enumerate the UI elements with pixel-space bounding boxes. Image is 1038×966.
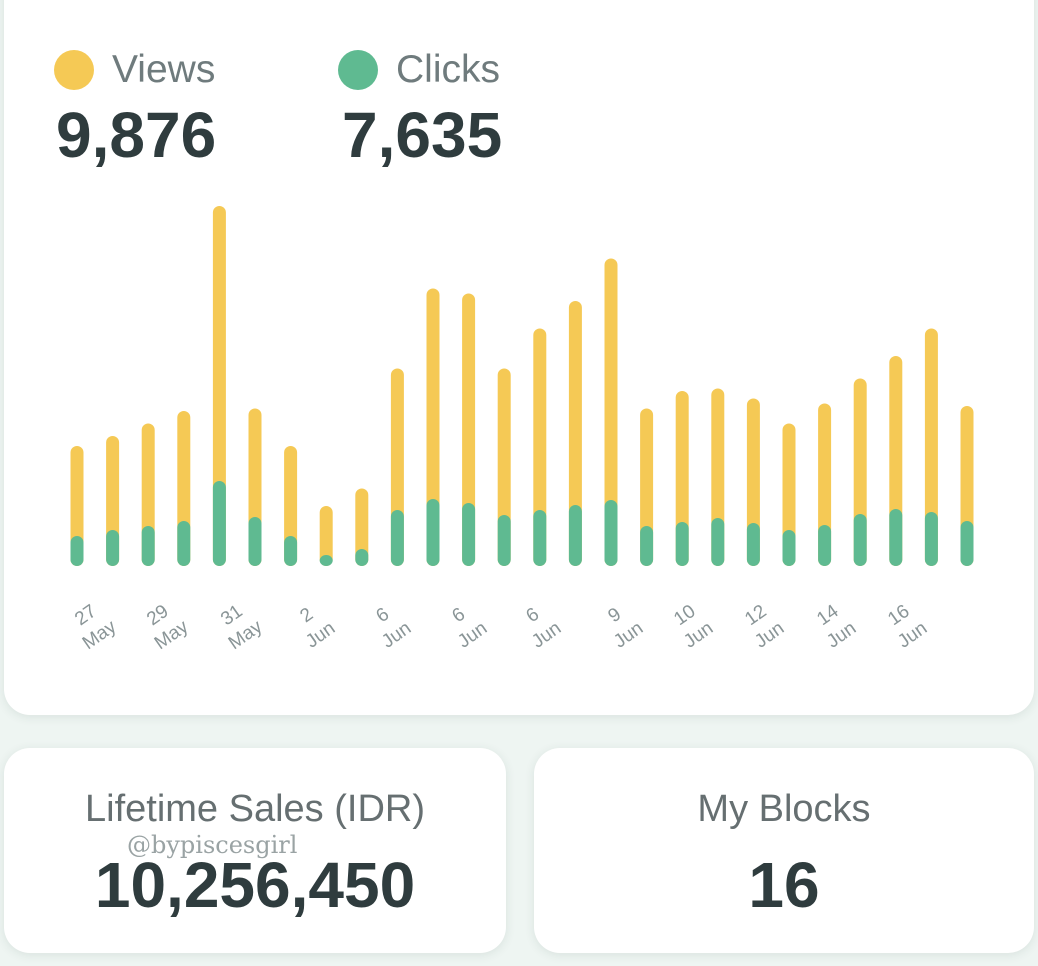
clicks-bar <box>960 521 974 566</box>
views-bar <box>568 301 582 566</box>
views-bar <box>212 206 226 566</box>
clicks-legend-dot <box>338 50 378 90</box>
views-bar <box>426 288 440 566</box>
clicks-bar <box>248 517 262 566</box>
clicks-bar <box>711 518 725 566</box>
views-bar <box>70 446 84 566</box>
my-blocks-card[interactable]: My Blocks 16 <box>534 748 1034 953</box>
clicks-bar <box>319 555 333 566</box>
clicks-bar <box>212 481 226 566</box>
clicks-bar <box>604 500 618 566</box>
clicks-bar <box>497 515 511 566</box>
x-tick-day: 6 <box>372 604 393 627</box>
clicks-bar <box>853 514 867 566</box>
clicks-bar <box>889 509 903 566</box>
views-bar <box>284 446 298 566</box>
my-blocks-value: 16 <box>748 849 820 921</box>
clicks-bar <box>675 522 689 566</box>
views-bar <box>533 328 547 566</box>
watermark: @bypiscesgirl <box>127 831 298 859</box>
clicks-bar <box>284 536 298 566</box>
views-bar <box>818 403 832 566</box>
views-legend-label: Views <box>112 48 216 91</box>
views-bar <box>640 408 654 566</box>
views-bar <box>675 391 689 566</box>
clicks-bar <box>818 525 832 566</box>
analytics-chart-card: Views Clicks 9,876 7,635 27 May 29 May 31 May… <box>4 0 1034 715</box>
clicks-bar <box>355 549 369 566</box>
x-tick-day: 9 <box>604 604 625 627</box>
clicks-bar <box>782 530 796 566</box>
x-tick-day: 6 <box>522 604 543 627</box>
views-total: 9,876 <box>56 99 217 171</box>
clicks-bar <box>141 526 155 566</box>
clicks-bar <box>177 521 191 566</box>
clicks-legend-label: Clicks <box>396 48 500 91</box>
views-bar <box>355 488 369 566</box>
views-legend: Views <box>54 48 215 92</box>
clicks-bar <box>70 536 84 566</box>
clicks-bar <box>640 526 654 566</box>
lifetime-sales-value: 10,256,450 <box>94 849 416 921</box>
clicks-legend: Clicks <box>338 48 500 92</box>
clicks-total: 7,635 <box>342 99 503 171</box>
clicks-bar <box>746 523 760 566</box>
x-tick-day: 6 <box>448 604 469 627</box>
clicks-bar <box>924 512 938 566</box>
clicks-bar <box>390 510 404 566</box>
clicks-bar <box>533 510 547 566</box>
views-bar <box>604 258 618 566</box>
clicks-bar <box>568 505 582 566</box>
my-blocks-label: My Blocks <box>697 788 871 830</box>
views-legend-dot <box>54 50 94 90</box>
clicks-bar <box>426 499 440 566</box>
clicks-bar <box>106 530 120 566</box>
lifetime-sales-card[interactable]: Lifetime Sales (IDR) @bypiscesgirl 10,25… <box>4 748 506 953</box>
views-bar <box>924 328 938 566</box>
lifetime-sales-label: Lifetime Sales (IDR) <box>85 788 425 830</box>
views-bar <box>319 506 333 566</box>
clicks-bar <box>462 503 476 566</box>
views-bar <box>782 423 796 566</box>
views-bar <box>462 293 476 566</box>
x-tick-day: 2 <box>296 604 317 627</box>
